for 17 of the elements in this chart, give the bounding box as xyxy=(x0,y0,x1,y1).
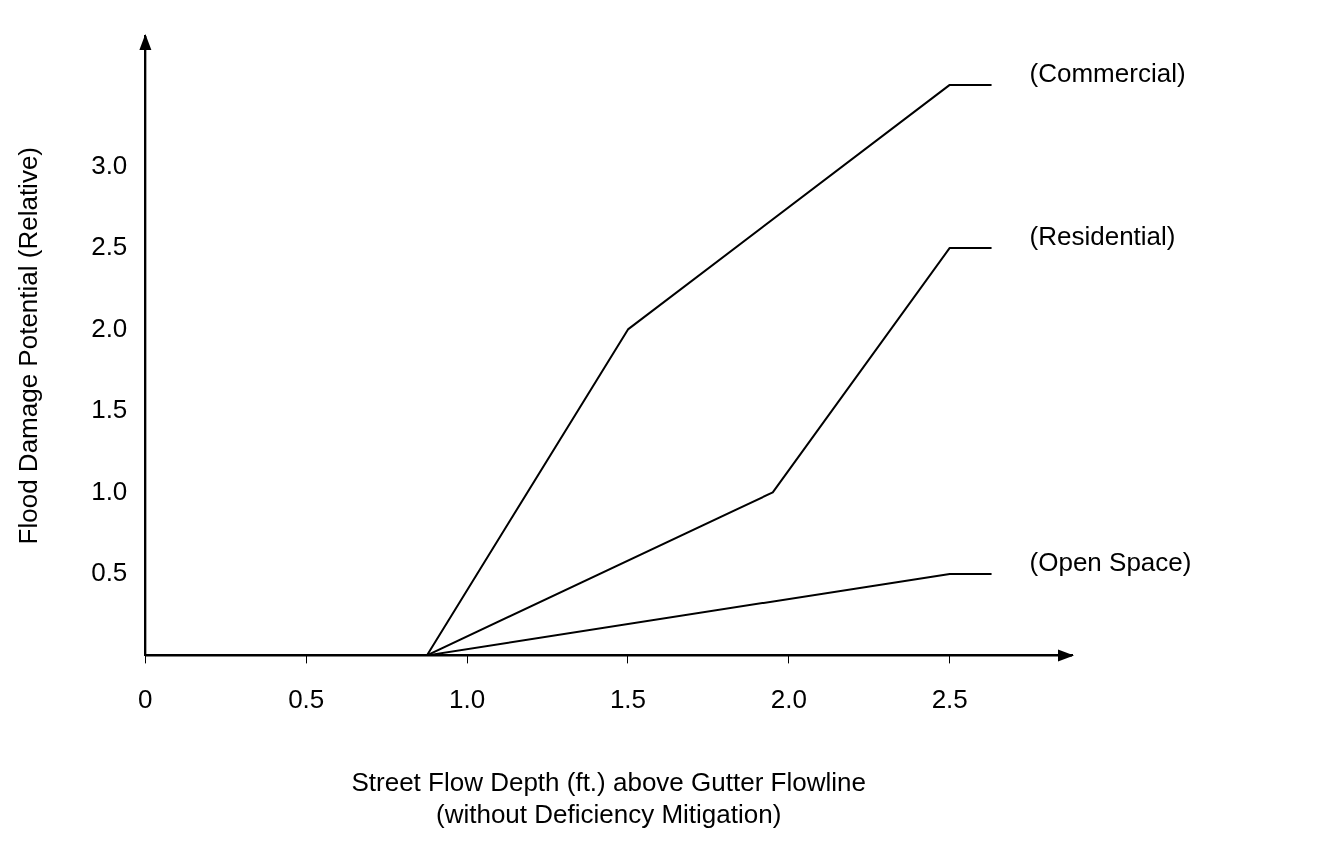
x-tick-label: 1.5 xyxy=(609,684,647,715)
series-label: (Residential) xyxy=(1029,221,1176,252)
x-axis-title: Street Flow Depth (ft.) above Gutter Flowline (without Deficiency Mitigation) xyxy=(351,767,866,829)
x-tick-label: 2.0 xyxy=(770,684,807,715)
x-tick-label: 0 xyxy=(138,684,153,715)
y-tick-label: 1.0 xyxy=(91,475,128,506)
y-tick-label: 2.5 xyxy=(91,231,128,262)
x-tick-label: 0.5 xyxy=(288,684,325,715)
series-label: (Open Space) xyxy=(1029,547,1192,578)
y-tick-label: 3.0 xyxy=(91,149,128,180)
y-tick-label: 0.5 xyxy=(91,557,128,588)
series-label: (Commercial) xyxy=(1029,58,1186,89)
y-tick-label: 2.0 xyxy=(91,312,128,343)
x-tick-label: 2.5 xyxy=(931,684,968,715)
y-tick-label: 1.5 xyxy=(91,394,128,425)
x-tick-label: 1.0 xyxy=(449,684,486,715)
y-axis-title: Flood Damage Potential (Relative) xyxy=(12,146,43,545)
